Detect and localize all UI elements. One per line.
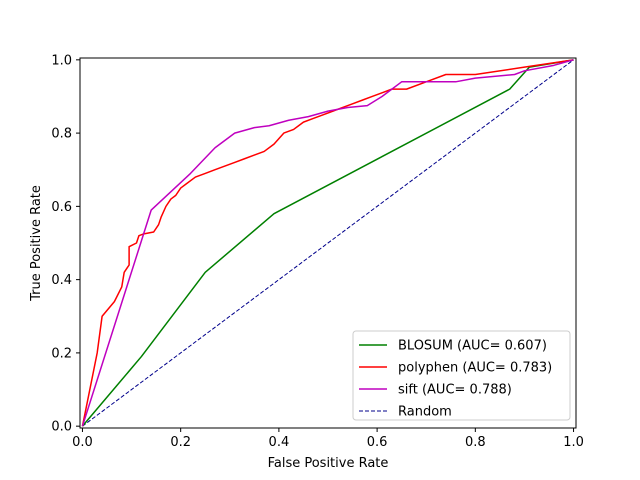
legend-box [352,330,571,421]
y-tick-label: 0.4 [51,273,72,288]
legend-entry: BLOSUM (AUC= 0.607) [398,339,547,354]
x-tick-label: 0.0 [72,435,93,450]
x-axis-ticks: 0.0 0.2 0.4 0.6 0.8 1.0 [72,428,584,450]
x-tick-label: 1.0 [563,435,584,450]
y-axis-label: True Positive Rate [29,185,44,302]
y-tick-label: 0.8 [51,127,72,142]
y-tick-label: 0.6 [51,200,72,215]
y-tick-label: 0.2 [51,346,72,361]
x-tick-label: 0.6 [367,435,388,450]
series-line-3 [81,59,574,427]
series-line-4 [82,59,574,427]
y-tick-label: 0.0 [51,420,72,435]
series-line-2 [81,59,574,427]
x-tick-label: 0.8 [465,435,486,450]
x-axis-label: False Positive Rate [268,456,389,471]
x-tick-label: 0.4 [269,435,290,450]
y-tick-label: 1.0 [51,53,72,68]
x-tick-label: 0.2 [170,435,191,450]
series-layer [81,59,574,427]
legend: BLOSUM (AUC= 0.607) polyphen (AUC= 0.783)… [352,330,571,421]
y-axis-ticks: 0.0 0.2 0.4 0.6 0.8 1.0 [51,53,80,435]
legend-entry: polyphen (AUC= 0.783) [398,361,552,376]
legend-entry: sift (AUC= 0.788) [398,383,512,398]
plot-frame [79,57,577,429]
legend-entry: Random [398,405,452,420]
